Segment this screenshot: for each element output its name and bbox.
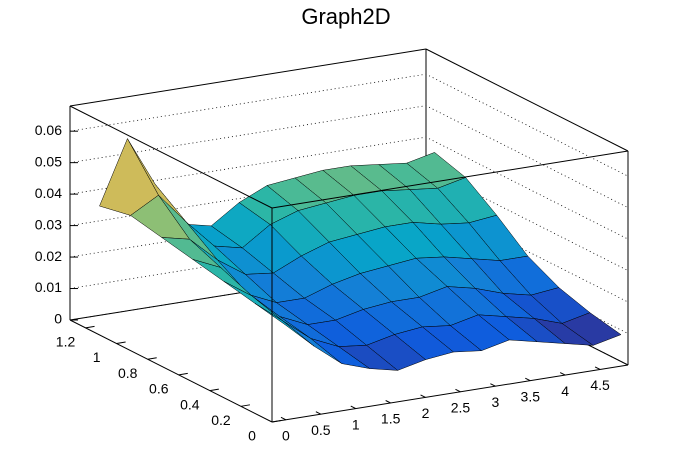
x-tick-label: 4 <box>561 383 569 399</box>
x-tick-label: 3 <box>491 394 499 410</box>
x-tick <box>350 405 356 410</box>
y-tick <box>147 357 157 360</box>
box-edge <box>271 364 629 423</box>
box-edge <box>69 105 273 209</box>
y-tick-label: 0.2 <box>211 412 231 428</box>
box-edge <box>69 319 273 423</box>
x-tick-label: 3.5 <box>521 388 541 404</box>
y-tick-label: 0.4 <box>180 396 200 412</box>
x-tick <box>280 416 287 421</box>
y-tick <box>116 341 126 345</box>
box-edge <box>69 48 427 107</box>
x-tick-label: 2.5 <box>451 400 471 416</box>
x-tick <box>315 411 322 415</box>
z-tick-label: 0.05 <box>35 153 62 169</box>
x-tick-label: 4.5 <box>590 377 610 393</box>
box-edge <box>271 150 629 209</box>
x-tick-label: 0.5 <box>311 422 331 438</box>
x-tick <box>385 400 391 404</box>
z-tick-label: 0.02 <box>35 248 62 264</box>
x-tick <box>455 388 461 393</box>
chart-title: Graph2D <box>301 4 390 29</box>
y-tick <box>85 325 95 329</box>
surface-cell <box>254 303 315 347</box>
x-tick <box>420 394 426 398</box>
z-tick-label: 0.06 <box>35 122 62 138</box>
z-tick-label: 0.04 <box>35 185 62 201</box>
x-tick-label: 1 <box>352 416 360 432</box>
z-tick-label: 0.03 <box>35 216 62 232</box>
y-tick <box>240 404 251 407</box>
y-tick-label: 1 <box>93 349 101 365</box>
y-tick <box>271 420 282 423</box>
y-tick <box>209 388 219 392</box>
z-tick-label: 0 <box>54 311 62 327</box>
x-tick <box>594 366 601 370</box>
box-edge <box>425 48 629 152</box>
x-tick <box>559 372 566 376</box>
x-tick <box>525 377 531 382</box>
x-tick-label: 2 <box>422 405 430 421</box>
y-tick-label: 0.8 <box>118 365 138 381</box>
z-tick-label: 0.01 <box>35 279 62 295</box>
y-tick-label: 1.2 <box>56 334 76 350</box>
y-tick-label: 0.6 <box>149 381 169 397</box>
x-tick-label: 0 <box>282 427 290 443</box>
x-tick-label: 1.5 <box>381 411 401 427</box>
y-tick-label: 0 <box>248 428 256 444</box>
x-tick <box>490 383 496 387</box>
y-tick <box>178 372 188 376</box>
